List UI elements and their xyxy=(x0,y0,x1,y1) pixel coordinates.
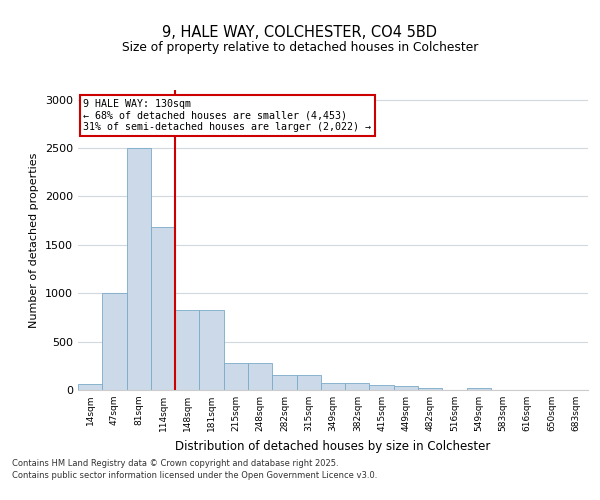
Bar xyxy=(370,384,394,390)
X-axis label: Distribution of detached houses by size in Colchester: Distribution of detached houses by size … xyxy=(175,440,491,452)
Bar xyxy=(467,388,491,390)
Text: Contains HM Land Registry data © Crown copyright and database right 2025.: Contains HM Land Registry data © Crown c… xyxy=(12,460,338,468)
Bar xyxy=(345,383,370,390)
Bar xyxy=(224,363,248,390)
Bar xyxy=(418,388,442,390)
Text: 9 HALE WAY: 130sqm
← 68% of detached houses are smaller (4,453)
31% of semi-deta: 9 HALE WAY: 130sqm ← 68% of detached hou… xyxy=(83,99,371,132)
Bar xyxy=(78,384,102,390)
Bar xyxy=(394,386,418,390)
Bar xyxy=(175,310,199,390)
Bar xyxy=(102,293,127,390)
Bar xyxy=(248,363,272,390)
Bar xyxy=(199,310,224,390)
Y-axis label: Number of detached properties: Number of detached properties xyxy=(29,152,40,328)
Text: Contains public sector information licensed under the Open Government Licence v3: Contains public sector information licen… xyxy=(12,472,377,480)
Bar xyxy=(151,228,175,390)
Bar xyxy=(296,374,321,390)
Text: 9, HALE WAY, COLCHESTER, CO4 5BD: 9, HALE WAY, COLCHESTER, CO4 5BD xyxy=(163,25,437,40)
Bar xyxy=(272,374,296,390)
Bar xyxy=(321,383,345,390)
Bar xyxy=(127,148,151,390)
Text: Size of property relative to detached houses in Colchester: Size of property relative to detached ho… xyxy=(122,40,478,54)
